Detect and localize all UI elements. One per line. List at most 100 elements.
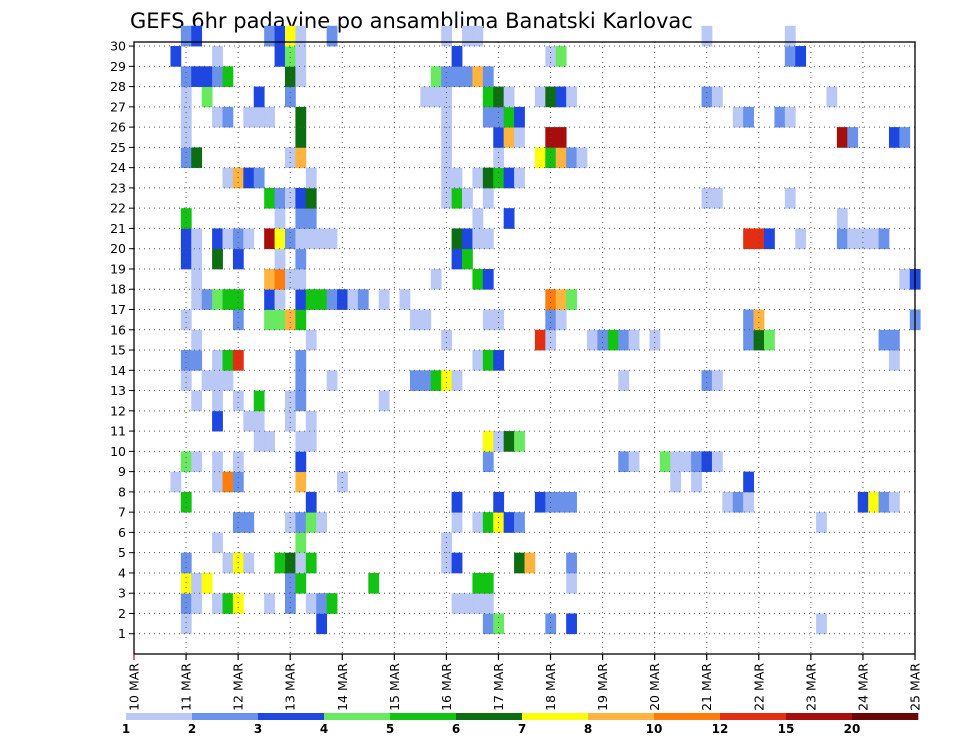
heatmap-cell (482, 309, 494, 331)
heatmap-cell (295, 268, 307, 290)
heatmap-cell (888, 329, 900, 351)
heatmap-cell (295, 370, 307, 391)
y-tick-label: 30 (110, 39, 126, 54)
heatmap-cell (180, 552, 192, 574)
heatmap-cell (878, 491, 890, 513)
heatmap-cell (784, 187, 796, 209)
x-tick-label: 10 MAR (127, 663, 142, 711)
heatmap-cell (472, 268, 484, 290)
heatmap-cell (232, 471, 244, 493)
heatmap-cell (441, 66, 452, 87)
heatmap-cell (451, 66, 463, 87)
x-tick-label: 11 MAR (179, 663, 194, 711)
heatmap-cell (295, 248, 307, 270)
heatmap-cell (305, 228, 317, 250)
heatmap-cell (701, 370, 713, 391)
heatmap-cell (295, 451, 307, 473)
heatmap-cell (441, 86, 452, 108)
heatmap-cell (295, 208, 307, 229)
heatmap-cell (451, 46, 463, 67)
y-tick-label: 11 (110, 424, 126, 439)
heatmap-cell (180, 208, 192, 229)
y-tick-label: 9 (118, 464, 126, 479)
heatmap-cell (753, 329, 765, 351)
y-tick-label: 6 (118, 525, 126, 540)
y-tick-label: 4 (118, 565, 126, 580)
heatmap-cell (628, 329, 640, 351)
x-tick-label: 17 MAR (491, 663, 506, 711)
colorbar-swatch (324, 713, 391, 720)
heatmap-cell (482, 187, 494, 209)
heatmap-cell (295, 552, 307, 574)
heatmap-cell (462, 25, 473, 47)
heatmap-cell (305, 208, 317, 229)
heatmap-cell (482, 451, 494, 473)
heatmap-cell (441, 25, 452, 47)
heatmap-cell (222, 350, 234, 371)
heatmap-cell (482, 431, 494, 452)
heatmap-cell (482, 228, 494, 250)
x-tick-label: 15 MAR (387, 663, 402, 711)
heatmap-cell (295, 471, 307, 493)
heatmap-cell (534, 329, 546, 351)
heatmap-cell (191, 350, 203, 371)
heatmap-cell (212, 471, 223, 493)
heatmap-cell (753, 228, 765, 250)
heatmap-cell (191, 147, 203, 169)
heatmap-cell (378, 289, 390, 310)
heatmap-cell (316, 228, 328, 250)
y-tick-label: 26 (110, 120, 126, 135)
heatmap-cell (284, 410, 296, 432)
heatmap-cell (743, 106, 754, 128)
colorbar-swatch (258, 713, 325, 720)
heatmap-cell (326, 228, 338, 250)
heatmap-cell (295, 46, 307, 67)
x-tick-label: 22 MAR (751, 663, 766, 711)
y-tick-label: 28 (110, 79, 126, 94)
heatmap-cell (441, 370, 452, 391)
y-tick-label: 22 (110, 201, 126, 216)
heatmap-cell (534, 147, 546, 169)
heatmap-cell (482, 593, 494, 614)
heatmap-cell (191, 451, 203, 473)
heatmap-cell (566, 552, 577, 574)
x-tick-label: 14 MAR (335, 663, 350, 711)
heatmap-cell (503, 86, 515, 108)
colorbar-label: 8 (584, 722, 592, 736)
x-tick-label: 12 MAR (231, 663, 246, 711)
heatmap-cell (180, 66, 192, 87)
y-tick-label: 3 (118, 586, 126, 601)
heatmap-cell (191, 228, 203, 250)
heatmap-cell (482, 268, 494, 290)
heatmap-cell (462, 593, 473, 614)
heatmap-cell (284, 228, 296, 250)
heatmap-cell (868, 228, 879, 250)
heatmap-cell (514, 167, 525, 189)
x-axis: 10 MAR 11 MAR 12 MAR 13 MAR 14 MAR 15 MAR 16 M… (127, 654, 923, 711)
heatmap-cell (711, 187, 723, 209)
heatmap-cell (472, 512, 484, 533)
heatmap-cell (274, 46, 286, 67)
heatmap-cell (784, 106, 796, 128)
heatmap-cell (514, 127, 525, 148)
heatmap-cell (524, 552, 536, 574)
heatmap-cell (222, 66, 234, 87)
heatmap-cell (472, 25, 484, 47)
heatmap-cell (607, 329, 619, 351)
heatmap-cell (503, 208, 515, 229)
heatmap-cell (243, 410, 255, 432)
colorbar-swatch (126, 713, 193, 720)
heatmap-cell (514, 512, 525, 533)
heatmap-cell (857, 228, 869, 250)
heatmap-cell (295, 572, 307, 594)
heatmap-cell (295, 309, 307, 331)
heatmap-cell (566, 289, 577, 310)
heatmap-cell (191, 572, 203, 594)
heatmap-cell (222, 370, 234, 391)
heatmap-cell (732, 106, 744, 128)
heatmap-cell (586, 329, 598, 351)
heatmap-cell (451, 491, 463, 513)
heatmap-cell (649, 329, 661, 351)
colorbar-label: 15 (778, 722, 795, 736)
heatmap-cell (253, 390, 265, 412)
